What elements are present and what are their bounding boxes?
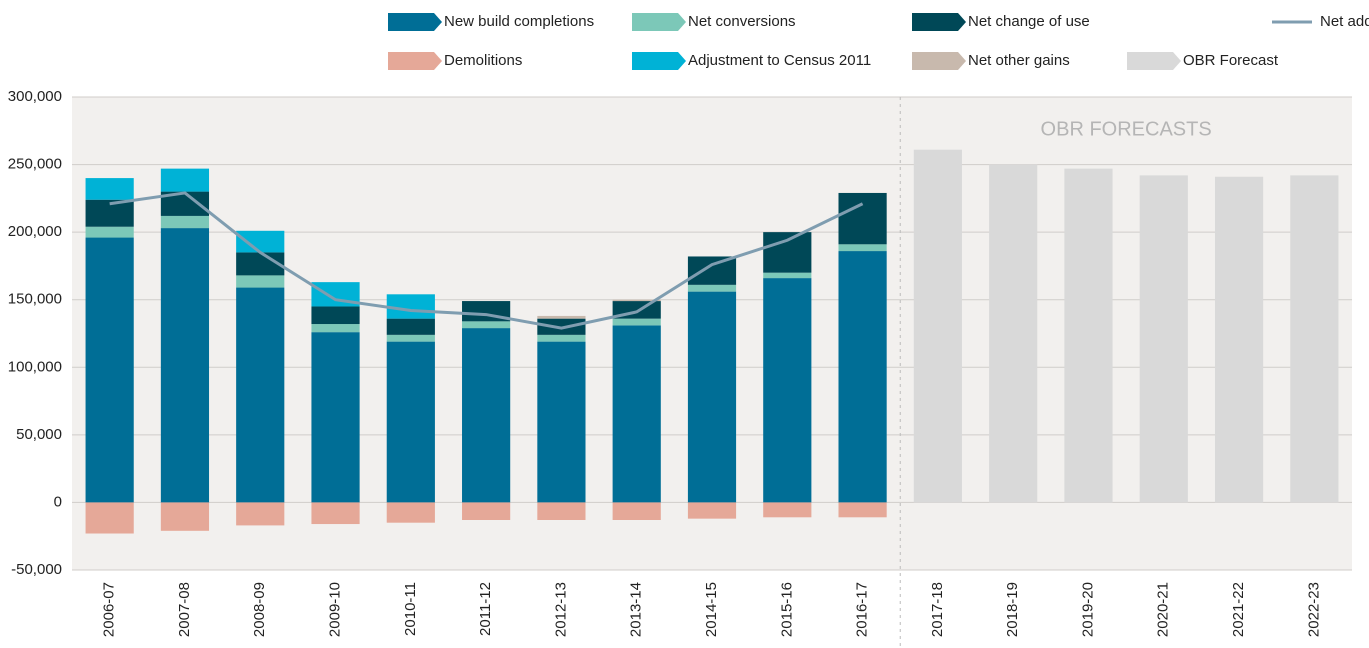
x-tick-label: 2010-11 [402, 582, 419, 636]
bar-segment [537, 502, 586, 520]
bar-segment [236, 502, 285, 526]
x-tick-label: 2009-10 [326, 582, 343, 637]
y-tick-label: 250,000 [8, 156, 62, 173]
bar-segment [85, 178, 134, 200]
y-tick-label: 300,000 [8, 88, 62, 105]
bar-segment [612, 502, 661, 520]
legend-label: Net other gains [968, 52, 1070, 69]
legend-swatch [912, 52, 966, 70]
bar-segment [913, 149, 962, 503]
x-tick-label: 2015-16 [778, 582, 795, 637]
bar-segment [838, 251, 887, 503]
x-tick-label: 2016-17 [854, 582, 871, 637]
x-tick-label: 2019-20 [1079, 582, 1096, 637]
x-tick-label: 2011-12 [477, 582, 494, 636]
bar-segment [160, 215, 210, 229]
bar-segment [687, 291, 737, 503]
x-tick-label: 2012-13 [552, 582, 569, 637]
x-tick-label: 2022-23 [1305, 582, 1322, 637]
bar-segment [85, 226, 134, 238]
bar-segment [763, 272, 812, 279]
bar-segment [687, 284, 737, 292]
bar-segment [1214, 176, 1264, 503]
bar-segment [537, 341, 586, 503]
bar-segment [537, 334, 586, 342]
bar-segment [85, 237, 134, 503]
bar-segment [763, 278, 812, 503]
bar-segment [311, 306, 360, 325]
legend-swatch [1127, 52, 1181, 70]
bar-segment [838, 244, 887, 252]
bar-segment [386, 341, 435, 503]
y-tick-label: 50,000 [16, 426, 62, 443]
bar-segment [1139, 175, 1188, 503]
bar-segment [462, 321, 511, 329]
legend-label: New build completions [444, 13, 594, 30]
legend-swatch [388, 13, 442, 31]
legend-swatch [632, 52, 686, 70]
bar-segment [462, 502, 511, 520]
legend-swatch [388, 52, 442, 70]
annotation: OBR FORECASTS [1041, 118, 1212, 140]
bar-segment [763, 232, 812, 273]
legend-swatch [912, 13, 966, 31]
bar-segment [612, 299, 661, 302]
x-tick-label: 2008-09 [251, 582, 268, 637]
bar-segment [687, 256, 737, 285]
x-tick-label: 2014-15 [703, 582, 720, 637]
x-tick-label: 2018-19 [1004, 582, 1021, 637]
bar-segment [1290, 175, 1339, 503]
bar-segment [311, 324, 360, 333]
legend-label: Net conversions [688, 13, 796, 30]
y-tick-label: 200,000 [8, 223, 62, 240]
legend-swatch [632, 13, 686, 31]
bar-segment [838, 502, 887, 518]
legend-label: Net change of use [968, 13, 1090, 30]
x-tick-label: 2013-14 [628, 582, 645, 637]
bar-segment [462, 328, 511, 503]
y-tick-label: 100,000 [8, 358, 62, 375]
bar-segment [386, 502, 435, 523]
bar-segment [763, 502, 812, 518]
line-series [109, 191, 864, 330]
bar-segment [311, 332, 360, 503]
bar-segment [236, 252, 285, 276]
bar-segment [236, 275, 285, 288]
bar-segment [160, 228, 210, 503]
bar-segment [838, 192, 887, 245]
bar-segment [85, 502, 134, 534]
legend-label: Demolitions [444, 52, 522, 69]
bar-segment [236, 287, 285, 503]
bar-segment [386, 294, 435, 319]
bar-segment [989, 164, 1038, 503]
x-tick-label: 2021-22 [1230, 582, 1247, 637]
bar-segment [160, 168, 210, 192]
bar-segment [612, 325, 661, 503]
bar-segment [386, 318, 435, 335]
bar-segment [612, 318, 661, 326]
bar-segment [386, 334, 435, 342]
legend-label: Net additional dwellings [1320, 13, 1369, 30]
bar-segment [85, 199, 134, 227]
legend-label: Adjustment to Census 2011 [688, 52, 871, 69]
x-tick-label: 2017-18 [929, 582, 946, 637]
bar-segment [537, 315, 586, 319]
x-tick-label: 2020-21 [1155, 582, 1172, 637]
legend-label: OBR Forecast [1183, 52, 1279, 69]
bar-segment [1064, 168, 1113, 503]
y-tick-label: -50,000 [11, 561, 62, 578]
bar-segment [311, 502, 360, 525]
bar-segment [687, 502, 737, 519]
y-tick-label: 0 [54, 493, 62, 510]
bar-segment [236, 230, 285, 253]
x-tick-label: 2007-08 [176, 582, 193, 637]
bar-segment [160, 502, 210, 531]
x-tick-label: 2006-07 [101, 582, 118, 637]
y-tick-label: 150,000 [8, 291, 62, 308]
